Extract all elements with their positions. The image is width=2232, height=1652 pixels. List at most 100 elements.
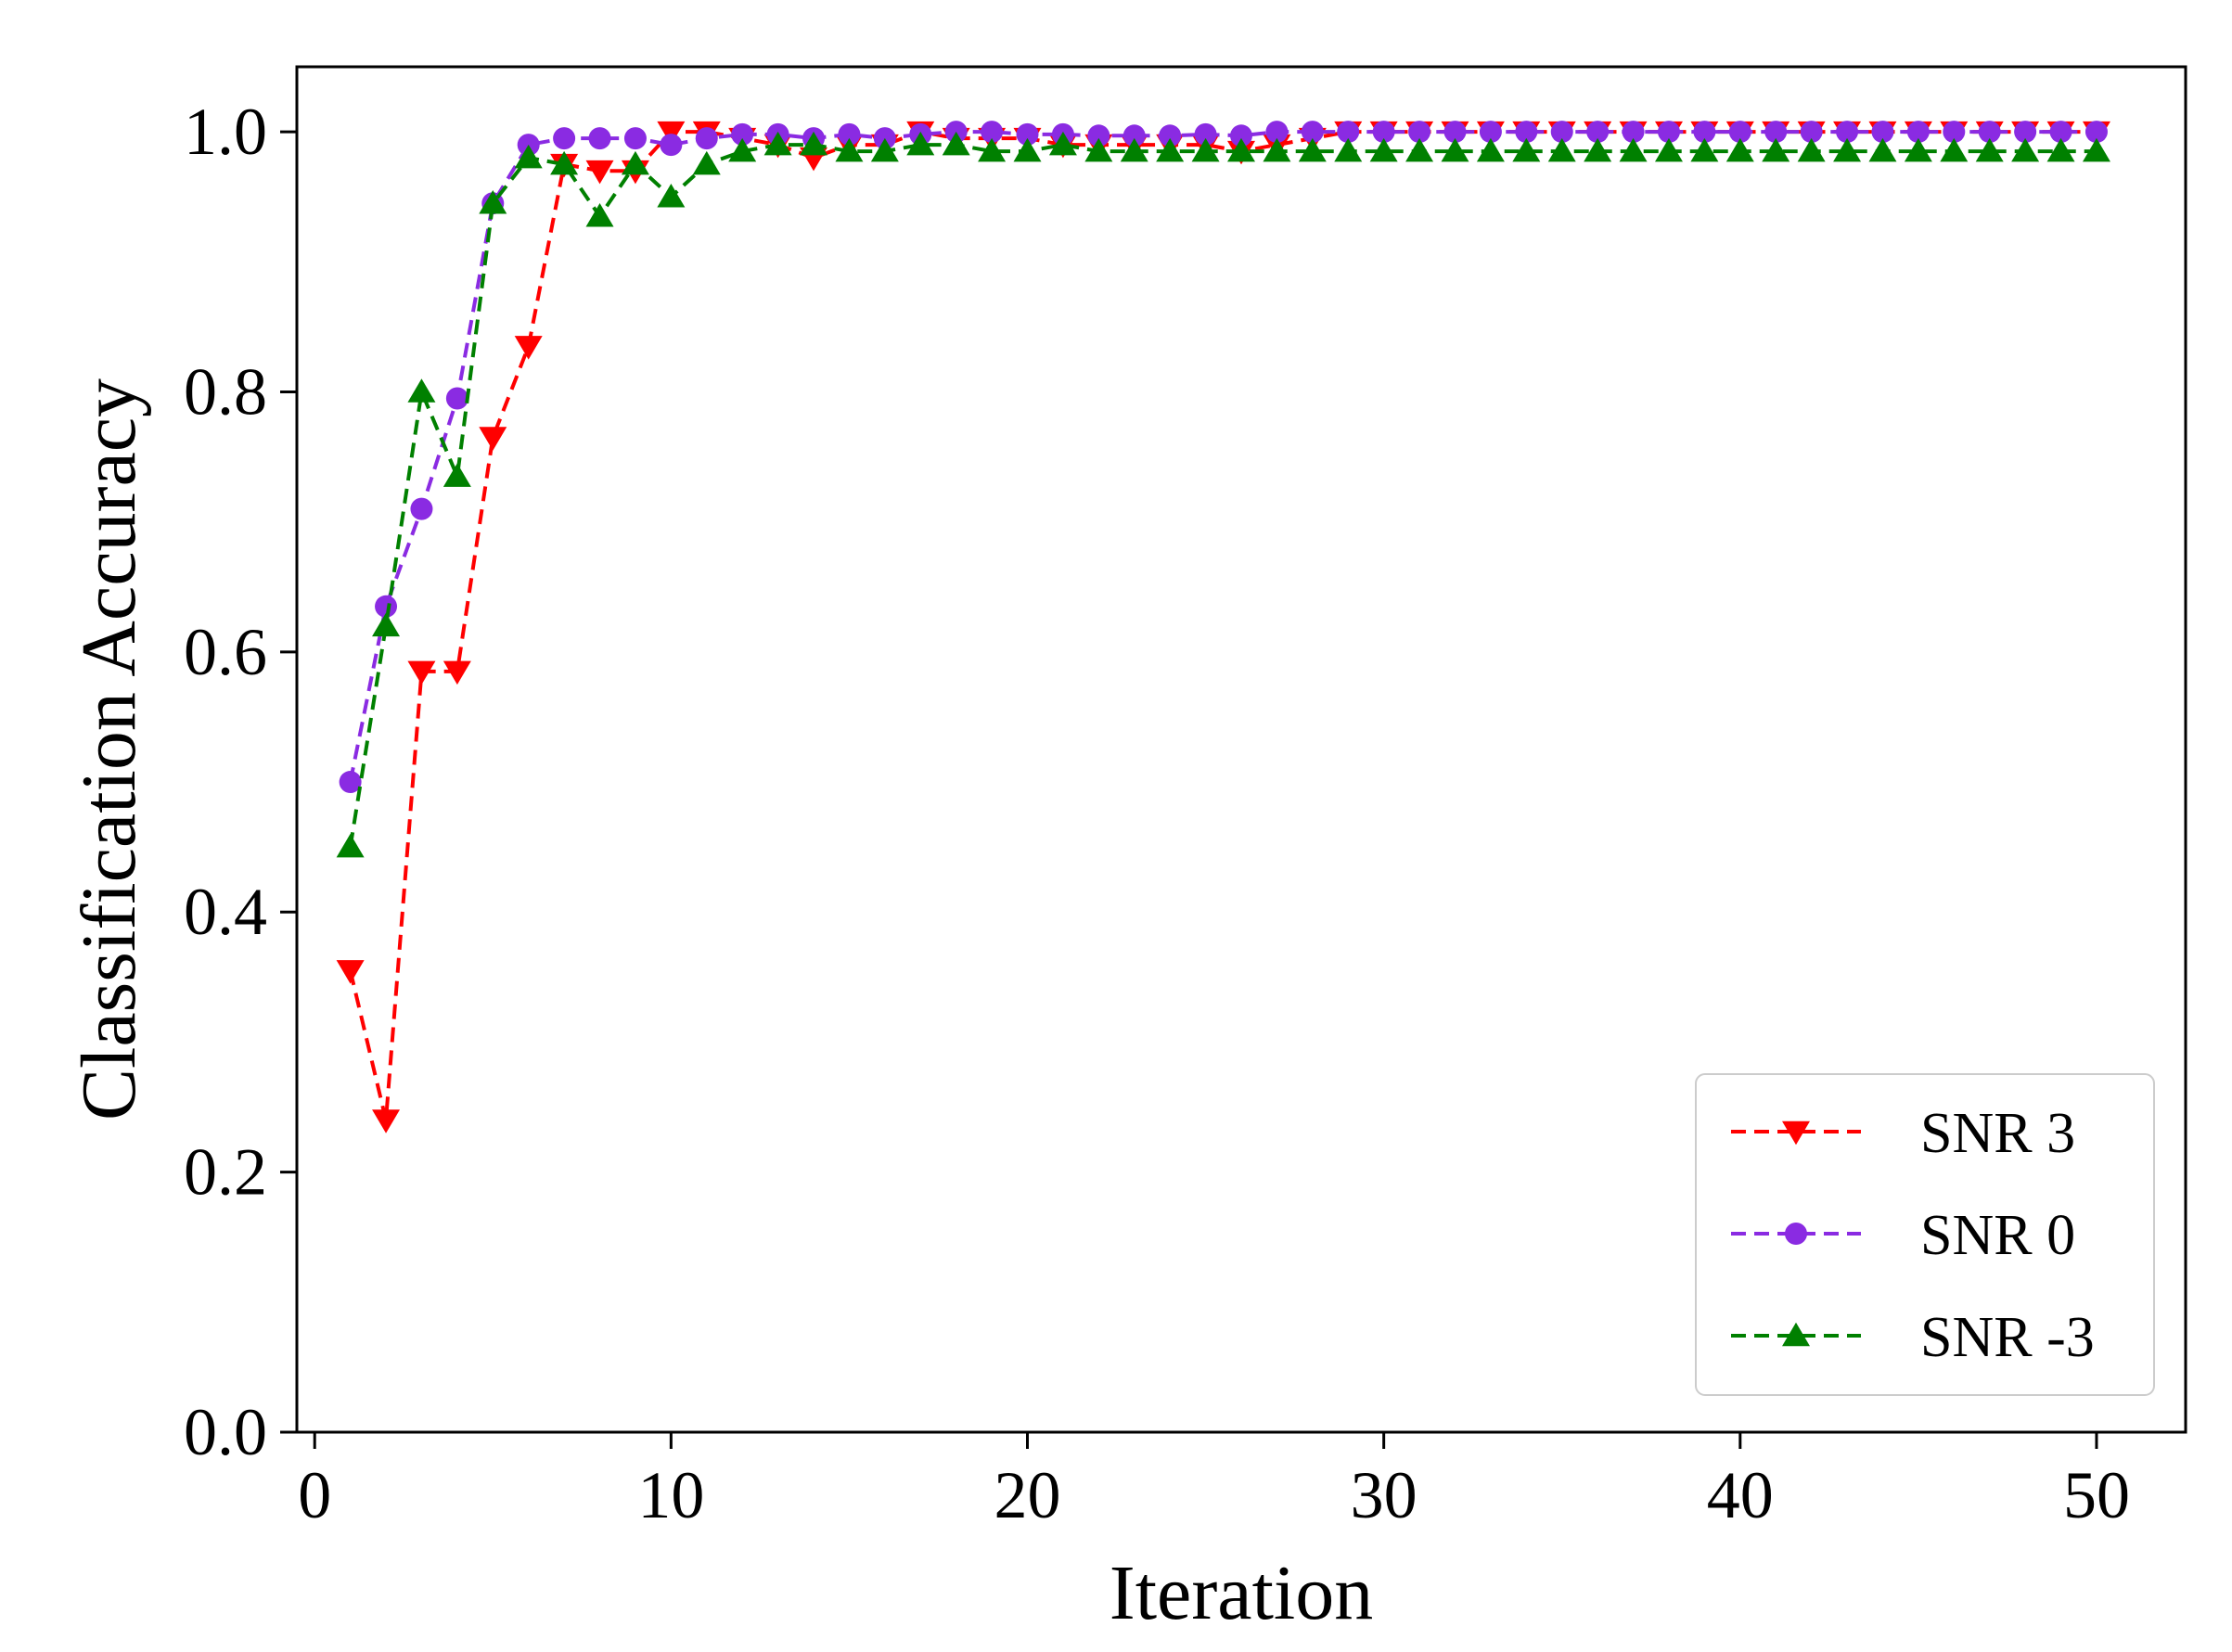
data-point [1978, 121, 2001, 144]
data-point [336, 833, 365, 858]
data-point [1372, 121, 1395, 144]
data-point [407, 378, 436, 403]
data-point [1265, 121, 1289, 144]
data-point [1943, 121, 1966, 144]
data-point [443, 660, 471, 685]
y-tick-label: 0.8 [184, 354, 267, 429]
legend-box [1695, 1073, 2155, 1396]
data-point [1122, 124, 1146, 147]
data-point [1654, 137, 1683, 162]
series-0 [336, 121, 2110, 1133]
data-point [1762, 137, 1790, 162]
data-point [336, 960, 365, 984]
series-line [348, 130, 2097, 1121]
legend: SNR 3 SNR 0 SNR -3 [1695, 1073, 2155, 1396]
data-point [479, 427, 507, 451]
data-point [1622, 121, 1645, 144]
data-point [1764, 121, 1788, 144]
y-tick-label: 0.6 [184, 615, 267, 689]
data-point [443, 463, 471, 487]
data-point [2046, 137, 2075, 162]
data-point [1441, 137, 1469, 162]
plot-frame [295, 65, 2187, 1434]
data-point [479, 189, 507, 214]
y-tick-label: 1.0 [184, 95, 267, 169]
legend-entries: SNR 3 SNR 0 SNR -3 [1731, 1102, 2095, 1369]
x-tick-label: 0 [298, 1458, 331, 1532]
legend-marker [1785, 1223, 1807, 1245]
x-tick-label: 50 [2063, 1458, 2130, 1532]
data-point [1479, 121, 1502, 144]
data-point [1443, 121, 1467, 144]
data-point [835, 137, 864, 162]
legend-entry: SNR -3 [1731, 1306, 2095, 1369]
x-axis-label: Iteration [1110, 1550, 1374, 1636]
data-point [728, 137, 757, 162]
data-point [1833, 137, 1862, 162]
data-point [1016, 122, 1039, 146]
data-point [1836, 121, 1859, 144]
data-point [339, 771, 362, 794]
data-point [1408, 121, 1431, 144]
data-point [978, 137, 1007, 162]
legend-label: SNR -3 [1920, 1306, 2095, 1369]
series-line [348, 130, 2097, 783]
series-line [348, 143, 2097, 848]
data-point [800, 131, 828, 156]
data-point [1120, 137, 1148, 162]
data-point [692, 150, 721, 175]
data-point [1084, 137, 1113, 162]
x-tick-label: 10 [637, 1458, 704, 1532]
series-1 [339, 121, 2108, 794]
legend-label: SNR 0 [1920, 1204, 2075, 1267]
data-point [550, 150, 579, 175]
data-point [1087, 124, 1110, 147]
data-point [372, 612, 401, 637]
data-point [410, 497, 433, 520]
data-point [1975, 137, 2004, 162]
data-point [1334, 137, 1363, 162]
data-point [1868, 137, 1897, 162]
data-point [1337, 121, 1360, 144]
data-point [623, 127, 647, 150]
data-point [906, 131, 935, 156]
legend-entry: SNR 3 [1731, 1102, 2075, 1165]
data-point [621, 150, 649, 175]
data-point [585, 202, 614, 227]
data-point [1515, 121, 1538, 144]
series-2 [336, 131, 2110, 858]
data-point [1301, 121, 1324, 144]
x-tick-label: 30 [1351, 1458, 1417, 1532]
data-point [1693, 121, 1716, 144]
data-point [657, 183, 686, 208]
data-point [981, 121, 1004, 144]
y-tick-label: 0.4 [184, 875, 267, 949]
data-point [1512, 137, 1541, 162]
x-tick-label: 20 [994, 1458, 1061, 1532]
data-point [585, 160, 614, 185]
data-point [2049, 121, 2072, 144]
data-point [1550, 121, 1573, 144]
data-point [1657, 121, 1680, 144]
data-point [445, 387, 468, 410]
data-point [514, 336, 543, 360]
data-point [657, 121, 686, 146]
data-point [838, 122, 861, 146]
legend-marker [1782, 1322, 1810, 1347]
data-point [660, 134, 683, 157]
data-point [870, 137, 899, 162]
data-point [763, 131, 792, 156]
data-point [2011, 137, 2040, 162]
legend-marker [1782, 1121, 1810, 1146]
data-point [1725, 137, 1754, 162]
data-point [1230, 124, 1252, 147]
data-point [375, 595, 398, 618]
y-axis: 0.0 0.2 0.4 0.6 0.8 1.0 [184, 95, 297, 1469]
data-point [1940, 137, 1969, 162]
data-point [2082, 137, 2110, 162]
data-point [2084, 121, 2108, 144]
x-tick-label: 40 [1707, 1458, 1774, 1532]
data-point [588, 127, 611, 150]
